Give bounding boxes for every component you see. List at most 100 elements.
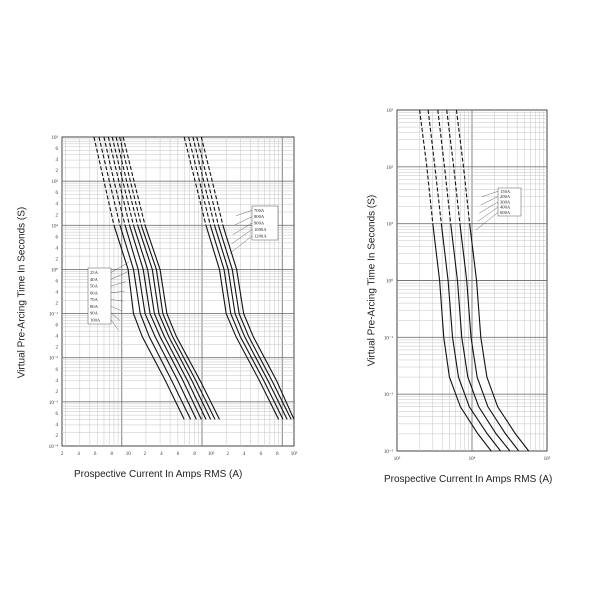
y-tick-label: 10⁰ [51, 267, 58, 273]
y-tick-label: 4 [56, 379, 59, 384]
series-80a-line [137, 225, 212, 420]
legend-label: 90A [90, 311, 99, 316]
series-300a-line [450, 223, 511, 451]
y-tick-label: 10⁻¹ [49, 312, 59, 318]
legend-label: 1200A [254, 233, 267, 238]
y-tick-label: 4 [56, 246, 59, 251]
series-400a-line-upper [446, 110, 461, 224]
y-tick-label: 6 [56, 191, 59, 196]
legend-leader [480, 196, 499, 206]
legend-label: 100A [90, 317, 101, 322]
y-tick-label: 4 [56, 291, 59, 296]
series-25a-line [113, 225, 185, 420]
chart-left: 2 4 6 8 10 2 4 6 8 10² 2 4 6 8 10³10³64210²64210¹64210… [49, 135, 298, 457]
y-tick-label: 6 [56, 368, 59, 373]
legend-leader [110, 319, 119, 331]
y-tick-label: 4 [56, 335, 59, 340]
y-tick-label: 6 [56, 235, 59, 240]
y-tick-label: 2 [56, 169, 59, 174]
x-tick-label: 8 [193, 452, 196, 457]
legend-leader [110, 281, 127, 287]
x-tick-label: 4 [160, 452, 163, 457]
series-700a-line-upper [183, 137, 207, 226]
y-tick-label: 2 [56, 213, 59, 218]
series-80a-line-upper [115, 137, 139, 226]
x-tick-labels: 10³ 10⁴ 10⁵ [394, 456, 551, 462]
series-50a-line [124, 225, 197, 420]
x-tick-label: 6 [260, 452, 263, 457]
legend-label: 70A [90, 297, 99, 302]
legend-leader [110, 271, 128, 280]
y-tick-label: 6 [56, 324, 59, 329]
series-50a-line-upper [103, 137, 126, 226]
series-60a-line-upper [107, 137, 131, 226]
series-1000a-line-upper [196, 137, 219, 226]
y-tick-label: 6 [56, 412, 59, 417]
legend-label: 900A [254, 221, 265, 226]
x-tick-label: 10² [208, 451, 215, 457]
y-tick-label: 4 [56, 423, 59, 428]
legend-leader [475, 212, 499, 231]
series-900a-line [213, 225, 288, 420]
series-900a-line-upper [192, 137, 216, 226]
y-tick-labels: 10³ 6 4 2 10² 6 4 2 10¹ 6 4 2 10⁰ 6 4 2 10⁻¹ 6 4 2 10⁻² 6 4 2 10… [49, 135, 59, 450]
y-tick-label: 10³ [52, 135, 59, 141]
legend-label: 800A [254, 214, 265, 219]
series-1200a-line-upper [200, 137, 224, 226]
legend-label: 300A [500, 199, 511, 204]
x-tick-label: 10³ [291, 451, 298, 457]
series-800a-line-upper [188, 137, 211, 226]
legend-label: 600A [500, 210, 511, 215]
legend-label: 400A [500, 205, 511, 210]
legend-label: 25A [90, 270, 99, 275]
x-tick-labels: 2 4 6 8 10 2 4 6 8 10² 2 4 6 8 10³ [61, 451, 298, 457]
x-tick-label: 8 [276, 452, 279, 457]
x-tick-label: 2 [61, 452, 64, 457]
x-tick-label: 10⁵ [544, 456, 551, 462]
y-tick-label: 10³ [387, 108, 394, 114]
y-tick-label: 2 [56, 257, 59, 262]
y-tick-label: 10⁻³ [384, 449, 394, 455]
y-tick-label: 10² [52, 179, 59, 185]
legend-leader [110, 291, 125, 294]
x-tick-label: 6 [94, 452, 97, 457]
series-60a-line [129, 225, 202, 420]
series-100a-line [144, 225, 220, 420]
legend-leader [110, 312, 121, 321]
legend-leader [110, 261, 130, 273]
legend-leader [231, 229, 253, 245]
chart-left-y-axis-label: Virtual Pre-Arcing Time In Seconds (S) [16, 206, 28, 378]
legend-leader [477, 206, 499, 222]
y-tick-label: 10⁻⁴ [49, 444, 59, 450]
y-tick-label: 10¹ [387, 222, 394, 228]
legend-label: 50A [90, 284, 99, 289]
x-tick-label: 2 [144, 452, 147, 457]
series-600a-line [469, 223, 530, 451]
y-tick-label: 4 [56, 202, 59, 207]
series-curves [93, 137, 294, 420]
series-700a-line [205, 225, 280, 420]
series-1200a-line [222, 225, 294, 420]
chart-right: 10³ 10⁴ 10⁵ 10³ 10² 10¹ 10⁰ 10⁻¹ 10⁻² 10⁻³ 150A200… [384, 108, 551, 462]
series-90a-line [140, 225, 216, 420]
series-150a-line-upper [419, 110, 434, 224]
x-tick-label: 6 [177, 452, 180, 457]
x-tick-label: 10⁴ [469, 456, 476, 462]
series-300a-line-upper [437, 110, 452, 224]
legend-leader [110, 299, 124, 302]
y-tick-label: 10² [387, 165, 394, 171]
y-tick-label: 10¹ [52, 223, 59, 229]
legend-label: 150A [500, 189, 511, 194]
legend-leader [229, 235, 253, 254]
legend-label: 1000A [254, 227, 267, 232]
y-tick-label: 6 [56, 279, 59, 284]
legend-label: 40A [90, 277, 99, 282]
series-70a-line-upper [111, 137, 135, 226]
chart-right-y-axis-label: Virtual Pre-Arcing Time In Seconds (S) [366, 194, 378, 366]
series-1000a-line [217, 225, 292, 420]
legend-box [251, 205, 279, 241]
series-150a-line [432, 223, 492, 451]
x-tick-label: 10 [126, 452, 132, 457]
